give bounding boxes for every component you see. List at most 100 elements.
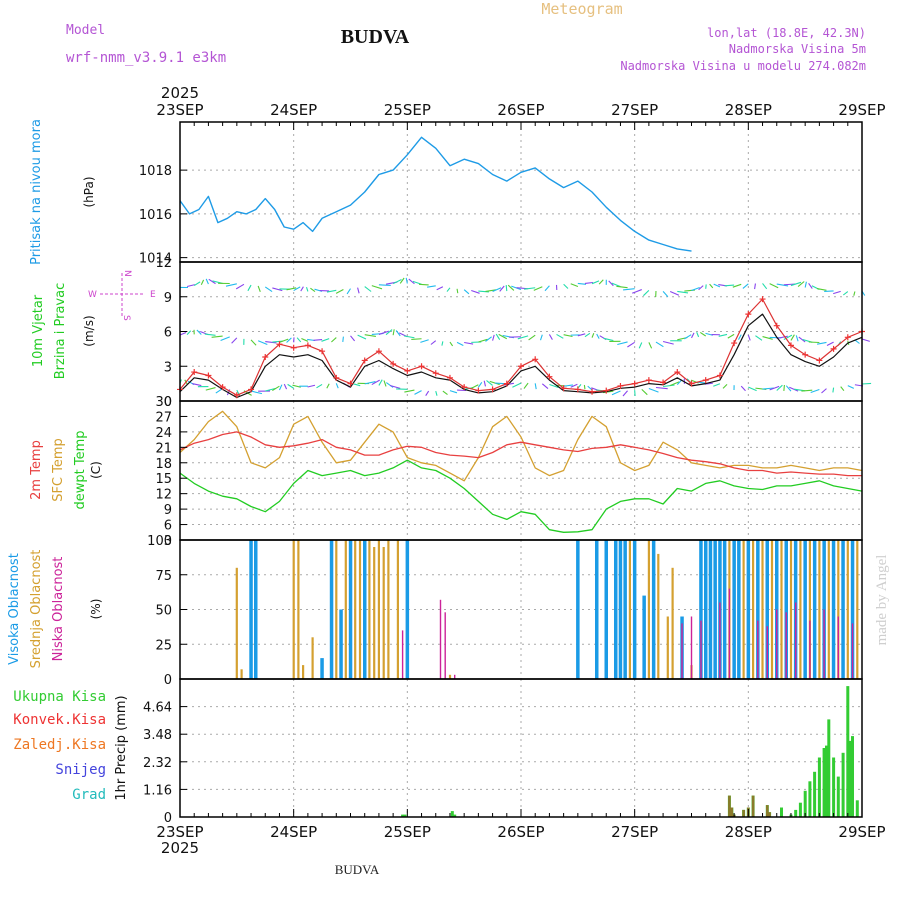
wind-speed-marker — [304, 342, 311, 349]
cloud-bar-low — [719, 602, 721, 679]
wind-speed-marker — [191, 369, 198, 376]
wind-direction-arrow — [747, 334, 751, 341]
cloud-bar-low — [454, 674, 456, 679]
cloud-bar-high — [618, 540, 623, 679]
wind-direction-arrow — [449, 390, 458, 394]
x-tick-top: 26SEP — [497, 101, 544, 119]
pressure-tick-label: 1016 — [139, 208, 172, 223]
wind-direction-arrow — [762, 387, 774, 390]
low-cloud-ylabel: Niska Oblacnost — [51, 557, 66, 662]
cloud-bar-low — [439, 599, 442, 679]
wind-speed-marker — [716, 372, 723, 379]
wind-direction-arrow — [598, 279, 604, 285]
wind-direction-arrow — [204, 333, 216, 336]
wind-direction-arrow — [738, 334, 742, 340]
high-cloud-ylabel: Visoka Oblacnost — [7, 553, 22, 665]
precip-bar-conv — [768, 812, 771, 817]
wind-direction-arrow — [769, 283, 779, 289]
wind-direction-arrow — [556, 333, 564, 339]
cloud-bar-mid — [657, 553, 660, 679]
wind-direction-arrow — [563, 283, 569, 289]
cloud-bar-high — [746, 540, 751, 679]
wind-direction-arrow — [392, 279, 402, 285]
wind-direction-arrow — [412, 280, 422, 285]
precip-ylabel: 1hr Precip (mm) — [114, 695, 129, 800]
wind-direction-arrow — [293, 286, 301, 292]
wind-direction-arrow — [395, 330, 401, 337]
wind-direction-arrow — [404, 389, 415, 393]
wind-direction-arrow — [278, 384, 283, 391]
x-tick-bottom: 26SEP — [497, 823, 544, 841]
cloud-bar-high — [363, 540, 367, 679]
panel-frame — [179, 678, 863, 818]
compass-e: E — [150, 290, 156, 300]
wind-tick-label: 6 — [164, 326, 172, 341]
wind-direction-arrow — [283, 383, 288, 390]
wind-speed-marker — [773, 322, 780, 329]
wind-direction-arrow — [732, 283, 742, 288]
wind-speed-marker — [688, 380, 695, 387]
wind-direction-arrow — [478, 338, 488, 343]
wind-speed-marker — [276, 341, 283, 348]
wind-direction-arrow — [776, 335, 788, 340]
wind-direction-arrow — [211, 335, 223, 338]
cloud-bar-high — [595, 540, 599, 679]
wind-tick-label: 12 — [155, 256, 172, 271]
cloud-bar-high — [704, 540, 708, 679]
wind-direction-arrow — [648, 342, 653, 349]
cloud-bar-mid — [752, 540, 755, 679]
wind-direction-arrow — [608, 280, 614, 287]
wind-ylabel2: Brzina i Pravac — [53, 283, 68, 380]
wind-direction-arrow — [623, 288, 635, 291]
cloud-bar-mid — [666, 616, 669, 679]
temp-tick-label: 9 — [164, 503, 172, 518]
wind-direction-arrow — [698, 285, 704, 291]
wind-speed-marker — [219, 384, 226, 391]
cloud-bar-high — [623, 540, 627, 679]
wind-direction-arrow — [272, 385, 280, 392]
model-elevation-text: Nadmorska Visina u modelu 274.082m — [620, 59, 866, 73]
wind-direction-arrow — [533, 286, 543, 291]
cloud-bar-mid — [837, 540, 840, 679]
precip-bar-total — [803, 790, 807, 817]
wind-direction-arrow — [655, 341, 664, 348]
wind-direction-arrow — [483, 380, 487, 387]
wind-direction-arrow — [655, 386, 668, 390]
x-tick-bottom: 24SEP — [270, 823, 317, 841]
cloud-tick-label: 75 — [155, 569, 172, 584]
cloud-bar-high — [405, 540, 410, 679]
wind-gust-line — [179, 313, 863, 399]
wind-direction-arrow — [208, 278, 216, 285]
wind-direction-arrow — [785, 385, 792, 392]
cloud-bar-mid — [628, 540, 631, 679]
wind-direction-arrow — [534, 383, 537, 390]
precip-bar-conv — [730, 807, 734, 817]
precip-tick-label: 2.32 — [143, 756, 172, 771]
wind-direction-arrow — [861, 338, 870, 342]
wind-direction-arrow — [627, 341, 635, 348]
wind-speed-marker — [418, 363, 425, 370]
precip-bar-total — [450, 811, 454, 817]
cloud-bar-high — [732, 540, 736, 679]
wind-direction-arrow — [399, 277, 405, 284]
cloud-bar-low — [444, 612, 446, 679]
wind-direction-arrow — [286, 287, 297, 291]
wind-direction-arrow — [769, 385, 780, 391]
cloud-bar-mid — [856, 540, 859, 679]
wind-direction-arrow — [632, 289, 642, 294]
wind-direction-arrow — [789, 386, 799, 392]
wind-ylabel: 10m Vjetar — [31, 294, 46, 367]
wind-direction-arrow — [335, 383, 339, 389]
cloud-bar-low — [823, 609, 825, 679]
wind-direction-arrow — [718, 333, 728, 337]
wind-direction-arrow — [570, 383, 578, 388]
precip-bar-total — [848, 740, 852, 817]
cloud-bar-high — [642, 595, 646, 679]
model-name: wrf-nmm_v3.9.1 e3km — [66, 50, 226, 66]
wind-direction-arrow — [622, 390, 628, 397]
cloud-bar-high — [765, 540, 769, 679]
wind-speed-marker — [262, 353, 269, 360]
cloud-bar-high — [713, 540, 717, 679]
wind-direction-arrow — [801, 389, 813, 392]
wind-direction-arrow — [797, 281, 805, 287]
